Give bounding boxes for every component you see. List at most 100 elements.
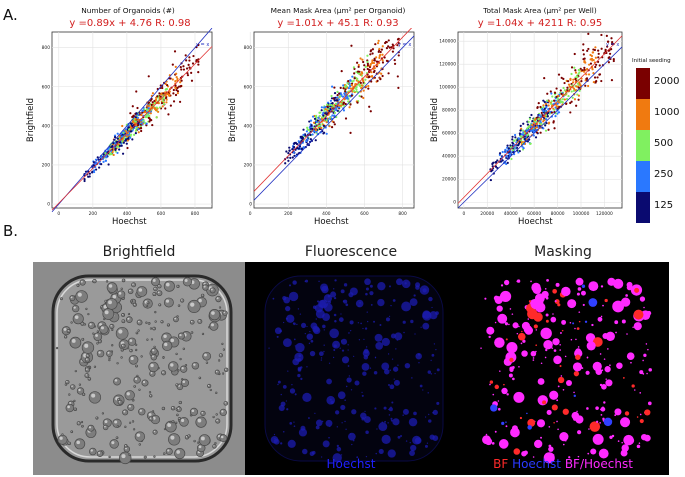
organoid-mask <box>614 320 619 325</box>
organoid-bf <box>177 332 185 340</box>
scatter-point <box>397 86 400 89</box>
organoid-highlight <box>109 456 110 458</box>
organoid-highlight <box>126 392 130 396</box>
scatter-point <box>532 122 535 125</box>
organoid-highlight <box>127 317 130 320</box>
organoid-fluor <box>315 309 325 319</box>
organoid-fluor <box>433 343 436 345</box>
scatter-point <box>176 86 179 89</box>
scatter-point <box>516 139 519 142</box>
organoid-bf <box>193 439 196 443</box>
organoid-bf <box>72 304 80 313</box>
organoid-bf <box>120 287 123 291</box>
organoid-mask <box>546 278 549 282</box>
organoid-highlight <box>102 412 103 414</box>
organoid-mask <box>593 421 596 423</box>
scatter-point <box>570 66 574 69</box>
scatter-point <box>157 101 160 105</box>
organoid-mask <box>626 352 635 361</box>
y-tick-label: 600 <box>42 84 51 90</box>
scatter-point <box>574 89 577 92</box>
scatter-point <box>171 78 174 81</box>
organoid-highlight <box>122 320 124 322</box>
organoid-mask <box>501 421 505 425</box>
organoid-highlight <box>59 436 63 440</box>
organoid-highlight <box>150 327 152 329</box>
organoid-fluor <box>340 404 346 410</box>
organoid-fluor <box>354 380 360 386</box>
organoid-mask <box>492 393 495 396</box>
scatter-point <box>582 53 585 56</box>
organoid-fluor <box>293 338 296 341</box>
organoid-bf <box>209 287 216 294</box>
scatter-point <box>368 65 372 69</box>
organoid-mask <box>537 378 545 385</box>
organoid-highlight <box>141 355 142 357</box>
scatter-point <box>605 34 608 37</box>
scatter-point <box>612 58 615 61</box>
organoid-highlight <box>167 324 169 326</box>
organoid-highlight <box>182 380 186 384</box>
organoid-mask <box>575 348 582 355</box>
scatter-point <box>357 63 360 67</box>
organoid-bf <box>222 348 226 351</box>
organoid-highlight <box>198 298 202 303</box>
organoid-highlight <box>91 393 96 398</box>
scatter-point <box>121 124 124 128</box>
organoid-fluor <box>392 299 396 302</box>
scatter-point <box>594 65 597 69</box>
organoid-mask <box>648 368 652 372</box>
organoid-fluor <box>432 409 438 416</box>
scatter-point <box>135 90 138 93</box>
organoid-bf <box>174 448 186 460</box>
organoid-mask <box>494 337 505 348</box>
scatter-point <box>335 108 338 112</box>
scatter-point <box>553 108 556 111</box>
organoid-bf <box>221 342 224 346</box>
organoid-mask <box>624 411 630 416</box>
organoid-fluor <box>348 375 351 377</box>
organoid-mask <box>634 389 636 391</box>
organoid-fluor <box>345 428 347 430</box>
scatter-point <box>535 126 538 129</box>
scatter-point <box>550 92 553 95</box>
scatter-point <box>350 44 353 47</box>
scatter-point <box>137 127 140 131</box>
organoid-mask <box>595 406 599 410</box>
organoid-fluor <box>374 333 383 342</box>
organoid-fluor <box>278 404 285 412</box>
organoid-highlight <box>108 359 110 361</box>
scatter-point <box>565 97 569 101</box>
scatter-point <box>291 156 294 159</box>
organoid-fluor <box>282 338 292 348</box>
organoid-highlight <box>215 370 218 373</box>
organoid-fluor <box>333 288 335 290</box>
organoid-mask <box>516 279 521 283</box>
organoid-bf <box>132 428 136 431</box>
organoid-fluor <box>430 373 433 375</box>
scatter-point <box>538 114 541 117</box>
scatter-point <box>151 92 155 95</box>
organoid-fluor <box>346 377 352 383</box>
scatter-point <box>366 64 370 67</box>
organoid-bf <box>176 413 179 417</box>
brightfield-image <box>33 262 245 475</box>
x-tick-label: 200 <box>284 211 293 217</box>
scatter-point <box>83 177 86 181</box>
organoid-fluor <box>330 291 337 298</box>
organoid-mask <box>609 435 613 440</box>
organoid-bf <box>178 400 182 405</box>
organoid-mask <box>519 416 523 420</box>
scatter-point <box>126 146 129 150</box>
organoid-fluor <box>404 362 411 369</box>
scatter-point <box>363 82 366 85</box>
scatter-point <box>116 151 119 155</box>
organoid-bf <box>119 451 132 465</box>
organoid-fluor <box>397 435 401 439</box>
organoid-highlight <box>185 436 188 438</box>
scatter-point <box>184 54 187 57</box>
organoid-mask <box>644 409 651 416</box>
organoid-highlight <box>208 326 210 328</box>
x-tick-label: 60000 <box>527 211 541 217</box>
organoid-highlight <box>87 313 89 315</box>
